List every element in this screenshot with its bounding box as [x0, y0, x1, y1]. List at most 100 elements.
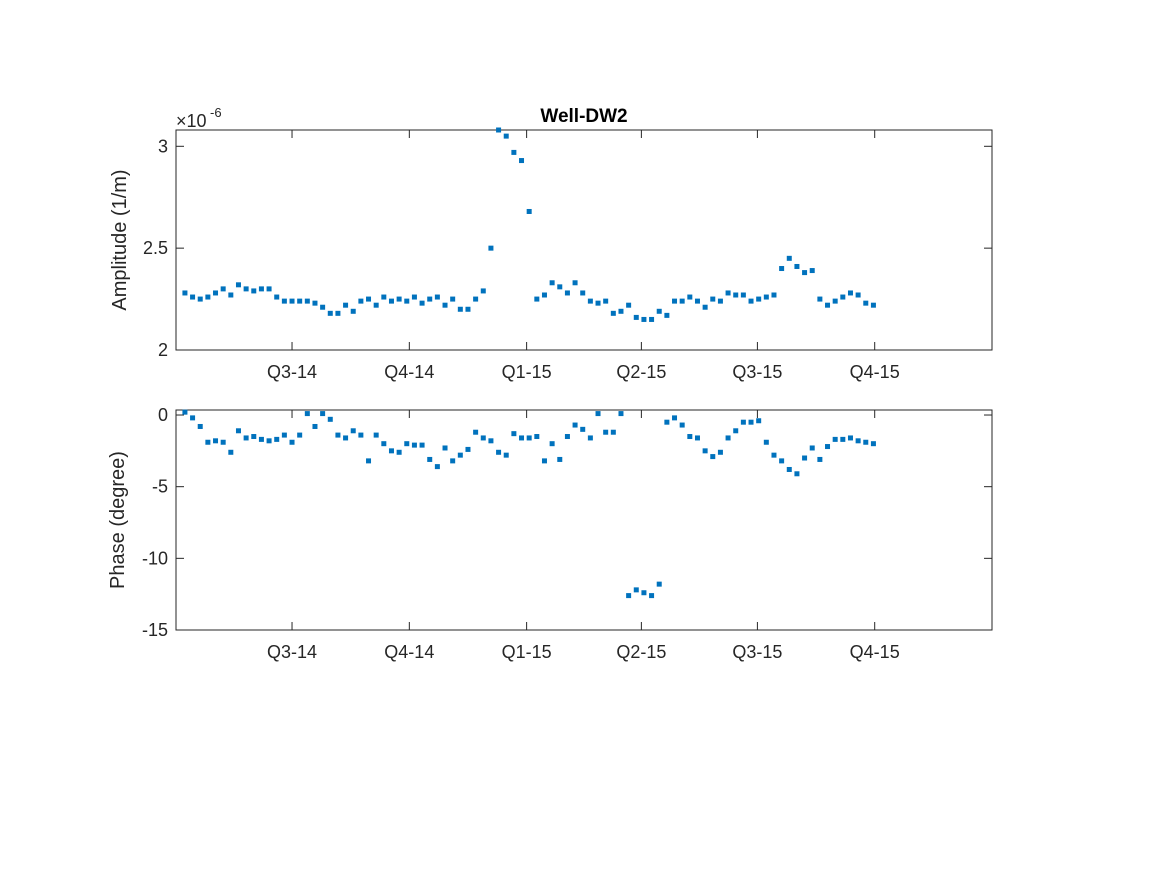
phase-data-point	[350, 428, 356, 434]
amplitude-data-point	[496, 127, 502, 133]
phase-x-tick-label: Q2-15	[616, 642, 666, 662]
phase-data-point	[182, 409, 188, 415]
amplitude-x-tick-label: Q4-14	[384, 362, 434, 382]
amplitude-data-point	[595, 300, 601, 306]
amplitude-data-point	[235, 282, 241, 288]
amplitude-data-point	[388, 298, 394, 304]
amplitude-data-point	[197, 296, 203, 302]
phase-data-point	[641, 590, 647, 596]
phase-data-point	[526, 435, 532, 441]
amplitude-data-point	[840, 294, 846, 300]
phase-data-point	[381, 441, 387, 447]
phase-data-point	[817, 456, 823, 462]
amplitude-data-point	[366, 296, 372, 302]
amplitude-data-point	[304, 298, 310, 304]
amplitude-data-point	[327, 310, 333, 316]
amplitude-data-point	[274, 294, 280, 300]
phase-data-point	[450, 458, 456, 464]
phase-data-point	[297, 432, 303, 438]
phase-data-point	[519, 435, 525, 441]
phase-data-point	[335, 432, 341, 438]
amplitude-x-tick-label: Q2-15	[616, 362, 666, 382]
amplitude-x-tick-label: Q3-15	[732, 362, 782, 382]
amplitude-data-point	[564, 290, 570, 296]
phase-data-point	[626, 593, 632, 599]
amplitude-data-point	[740, 292, 746, 298]
phase-data-point	[664, 419, 670, 425]
phase-data-point	[557, 456, 563, 462]
phase-data-point	[740, 419, 746, 425]
amplitude-data-point	[557, 284, 563, 290]
amplitude-data-point	[572, 280, 578, 286]
y-exponent-base: ×10	[176, 111, 207, 131]
amplitude-data-point	[312, 300, 318, 306]
phase-data-point	[427, 456, 433, 462]
amplitude-data-point	[358, 298, 364, 304]
amplitude-data-point	[251, 288, 257, 294]
amplitude-data-point	[725, 290, 731, 296]
amplitude-y-tick-label: 2	[158, 340, 168, 360]
phase-y-axis-label: Phase (degree)	[107, 451, 129, 589]
amplitude-data-point	[465, 306, 471, 312]
phase-data-point	[411, 442, 417, 448]
amplitude-data-point	[710, 296, 716, 302]
amplitude-data-point	[411, 294, 417, 300]
amplitude-data-point	[702, 304, 708, 310]
phase-data-point	[327, 416, 333, 422]
phase-data-point	[572, 422, 578, 428]
phase-data-point	[404, 441, 410, 447]
phase-data-point	[863, 439, 869, 445]
amplitude-data-point	[205, 294, 211, 300]
amplitude-data-point	[243, 286, 249, 292]
phase-data-point	[503, 452, 509, 458]
amplitude-data-point	[434, 294, 440, 300]
phase-data-point	[809, 445, 815, 451]
phase-data-point	[595, 411, 601, 417]
amplitude-data-point	[419, 300, 425, 306]
phase-data-point	[213, 438, 219, 444]
phase-data-point	[434, 464, 440, 470]
amplitude-y-tick-label: 2.5	[143, 238, 168, 258]
phase-data-point	[756, 418, 762, 424]
phase-data-point	[802, 455, 808, 461]
phase-data-point	[304, 411, 310, 417]
amplitude-data-point	[335, 310, 341, 316]
phase-data-point	[733, 428, 739, 434]
amplitude-data-point	[450, 296, 456, 302]
phase-data-point	[855, 438, 861, 444]
phase-data-point	[847, 435, 853, 441]
phase-data-point	[534, 434, 540, 440]
amplitude-data-point	[350, 308, 356, 314]
phase-plot: Phase (degree) Q3-14 Q4-14 Q1-15 Q2-15 Q3-15…	[107, 405, 993, 662]
phase-data-point	[672, 415, 678, 421]
amplitude-data-point	[541, 292, 547, 298]
phase-y-tick-label: -10	[142, 548, 168, 568]
amplitude-y-axis-label: Amplitude (1/m)	[109, 169, 131, 310]
phase-data-point	[205, 439, 211, 445]
phase-data-point	[190, 415, 196, 421]
phase-axes-box	[175, 409, 993, 631]
amplitude-data-point	[473, 296, 479, 302]
phase-y-tick-label: -15	[142, 620, 168, 640]
amplitude-data-point	[343, 302, 349, 308]
amplitude-data-point	[373, 302, 379, 308]
phase-data-point	[457, 452, 463, 458]
amplitude-data-point	[503, 133, 509, 139]
phase-data-point	[258, 436, 264, 442]
phase-y-tick-label: -5	[152, 477, 168, 497]
phase-data-point	[763, 439, 769, 445]
phase-data-point	[373, 432, 379, 438]
phase-x-tick-label: Q1-15	[502, 642, 552, 662]
phase-data-point	[840, 436, 846, 442]
phase-data-point	[235, 428, 241, 434]
amplitude-data-point	[717, 298, 723, 304]
amplitude-data-point	[587, 298, 593, 304]
amplitude-data-point	[182, 290, 188, 296]
phase-data-point	[633, 587, 639, 593]
amplitude-data-point	[404, 298, 410, 304]
phase-x-tick-label: Q4-14	[384, 642, 434, 662]
phase-data-point	[687, 434, 693, 440]
phase-data-point	[465, 446, 471, 452]
phase-data-point	[419, 442, 425, 448]
